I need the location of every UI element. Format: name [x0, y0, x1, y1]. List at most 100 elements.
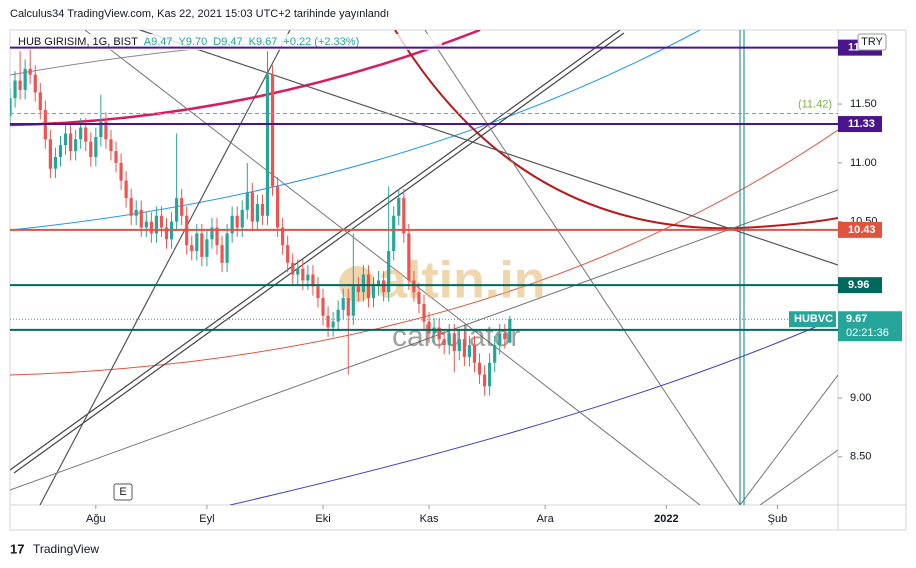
- level-label: 11.33: [848, 118, 875, 130]
- candle-body: [245, 192, 249, 210]
- candle-body: [205, 239, 209, 257]
- level-label-bg: [838, 277, 882, 294]
- candle-body: [341, 298, 345, 310]
- button-label[interactable]: E: [119, 486, 126, 498]
- candle-body: [498, 333, 502, 346]
- footer-logo: 17: [10, 541, 24, 556]
- candle-body: [477, 362, 482, 375]
- candle-body: [58, 145, 63, 157]
- candle-body: [422, 303, 426, 322]
- candle-body: [412, 280, 416, 293]
- candle-body: [482, 374, 487, 387]
- candle-body: [139, 209, 143, 228]
- trend-line: [739, 374, 838, 505]
- candle-body: [175, 198, 179, 222]
- currency: TRY: [861, 36, 883, 48]
- candle-body: [407, 233, 411, 281]
- candle-body: [427, 321, 431, 334]
- level-label: 10.43: [848, 224, 876, 236]
- price-tag-name-bg: [789, 311, 836, 328]
- candle-body: [13, 80, 17, 99]
- legend-item: Y9.70: [179, 36, 208, 48]
- candle-body: [447, 333, 451, 346]
- candle-body: [296, 268, 300, 275]
- candle-body: [472, 345, 477, 363]
- arc: [10, 30, 481, 127]
- trend-line: [139, 30, 838, 266]
- level-label-bg: [838, 221, 882, 238]
- candle-body: [28, 68, 32, 75]
- candle-body: [301, 268, 305, 281]
- candle-body: [154, 215, 159, 234]
- x-tick-label: Kas: [420, 513, 439, 525]
- candle-body: [351, 286, 355, 316]
- candle-body: [235, 215, 239, 228]
- trend-line: [10, 30, 621, 471]
- candle-body: [361, 274, 366, 293]
- candle-body: [33, 74, 37, 93]
- candle-body: [18, 80, 22, 90]
- level-label-bg: [838, 116, 882, 133]
- candle-body: [452, 333, 456, 351]
- y-tick-label: 9.00: [850, 392, 871, 404]
- candle-body: [281, 227, 285, 246]
- candle-body: [291, 262, 295, 275]
- candle-body: [225, 233, 229, 263]
- candle-body: [366, 274, 371, 299]
- y-tick-label: 11.50: [850, 98, 877, 110]
- x-tick-label: Ağu: [86, 513, 106, 525]
- candle-body: [74, 139, 78, 152]
- candle-body: [144, 221, 148, 228]
- button[interactable]: [113, 483, 133, 501]
- candle-body: [356, 286, 360, 293]
- candle-body: [260, 204, 265, 216]
- candle-body: [53, 156, 58, 169]
- currency-badge[interactable]: [857, 33, 887, 51]
- header-title: Calculus34 TradingView.com, Kas 22, 2021…: [10, 8, 389, 20]
- candle-body: [94, 136, 98, 157]
- candle-body: [397, 198, 401, 216]
- candle-body: [200, 233, 204, 257]
- footer-text: TradingView: [33, 542, 99, 556]
- candle-body: [99, 121, 103, 137]
- candle-body: [417, 292, 421, 304]
- candle-body: [104, 121, 108, 140]
- candle-body: [255, 204, 259, 222]
- frame: [9, 29, 907, 531]
- candle-body: [508, 319, 512, 343]
- candle-body: [180, 198, 184, 216]
- candle-body: [63, 133, 68, 146]
- candle-body: [493, 345, 497, 363]
- price-tag-countdown: 02:21:36: [846, 327, 889, 339]
- candles: [10, 47, 512, 396]
- price-tag-value: 9.67: [846, 313, 867, 325]
- watermark-brand: altin.in: [378, 252, 546, 310]
- candle-body: [38, 92, 42, 110]
- candle-body: [190, 245, 194, 252]
- legend-item: D9.47: [213, 36, 242, 48]
- legend-item: A9.47: [144, 36, 173, 48]
- x-tick-label: 2022: [654, 513, 678, 525]
- candle-body: [326, 315, 330, 328]
- candle-body: [215, 227, 219, 246]
- x-tick-label: Şub: [768, 513, 788, 525]
- candle-body: [503, 333, 507, 340]
- candle-body: [306, 274, 310, 281]
- legend: HUB GIRISIM, 1G, BIST A9.47 Y9.70 D9.47 K9.6…: [18, 36, 359, 48]
- candle-body: [230, 215, 234, 234]
- arc: [229, 324, 821, 505]
- candle-body: [275, 186, 280, 228]
- price-tag-bg: [838, 311, 902, 342]
- footer: 17 TradingView: [10, 541, 99, 556]
- candle-body: [124, 180, 128, 199]
- arc: [10, 129, 838, 376]
- trend-line: [424, 30, 741, 505]
- candle-body: [270, 74, 275, 187]
- trend-line: [759, 449, 838, 505]
- candle-body: [437, 327, 441, 340]
- legend-item: HUB GIRISIM, 1G, BIST: [18, 36, 138, 48]
- drawings: [10, 30, 838, 505]
